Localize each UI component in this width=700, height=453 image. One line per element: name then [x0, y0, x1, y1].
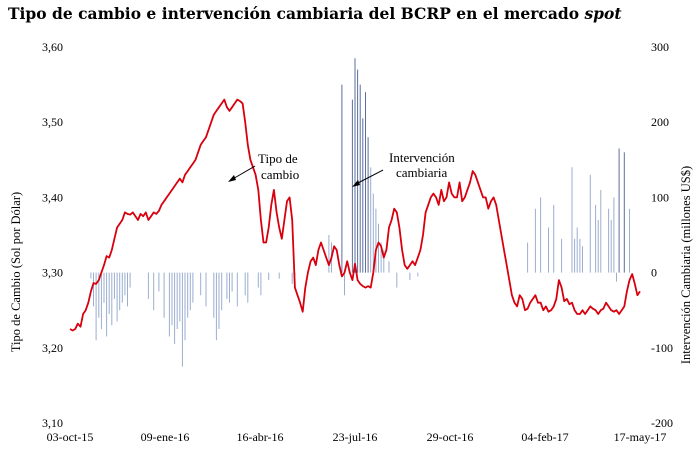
annotation-exchange-rate-arrowhead: [228, 175, 236, 182]
annotation-intervention-line2: cambiaria: [396, 165, 447, 180]
annotation-exchange-rate-line2: cambio: [261, 167, 299, 182]
x-tick-label: 16-abr-16: [236, 430, 283, 444]
exchange-rate-line: [69, 98, 641, 332]
annotation-exchange-rate-line1: Tipo de: [258, 151, 298, 166]
x-tick-label: 17-may-17: [614, 430, 667, 444]
annotation-intervention-arrow: [355, 169, 384, 185]
y-right-tick-label: 0: [651, 266, 657, 280]
right-axis-ticks: 300 200 100 0 -100 -200: [651, 40, 673, 430]
chart-title: Tipo de cambio e intervención cambiaria …: [8, 4, 622, 23]
y-right-axis-label: Intervención Cambiaria (millones US$): [679, 166, 693, 364]
x-tick-label: 09-ene-16: [141, 430, 190, 444]
y-right-tick-label: 100: [651, 190, 669, 204]
y-left-tick-label: 3,20: [42, 341, 63, 355]
x-axis-ticks: 03-oct-15 09-ene-16 16-abr-16 23-jul-16 29-o…: [47, 430, 667, 444]
y-left-tick-label: 3,40: [42, 190, 63, 204]
x-tick-label: 04-feb-17: [521, 430, 568, 444]
y-left-tick-label: 3,30: [42, 266, 63, 280]
y-right-tick-label: 300: [651, 40, 669, 54]
annotation-exchange-rate: Tipo de cambio: [228, 151, 299, 182]
exchange-rate-line-layer: [69, 98, 641, 332]
chart-title-main: Tipo de cambio e intervención cambiaria …: [8, 4, 585, 23]
x-tick-label: 29-oct-16: [427, 430, 474, 444]
annotation-intervention-arrowhead: [352, 180, 360, 187]
y-right-tick-label: 200: [651, 115, 669, 129]
y-left-tick-label: 3,60: [42, 40, 63, 54]
y-left-tick-label: 3,10: [42, 416, 63, 430]
left-axis-ticks: 3,60 3,50 3,40 3,30 3,20 3,10: [42, 40, 63, 430]
intervention-bars: [90, 58, 630, 367]
annotation-intervention-line1: Intervención: [389, 150, 455, 165]
chart-title-italic: spot: [584, 4, 622, 23]
y-right-tick-label: -200: [651, 416, 673, 430]
x-tick-label: 23-jul-16: [333, 430, 378, 444]
annotation-intervention: Intervención cambiaria: [352, 150, 455, 187]
y-left-axis-label: Tipo de Cambio (Sol por Dólar): [9, 192, 23, 352]
x-tick-label: 03-oct-15: [47, 430, 94, 444]
y-left-tick-label: 3,50: [42, 115, 63, 129]
y-right-tick-label: -100: [651, 341, 673, 355]
